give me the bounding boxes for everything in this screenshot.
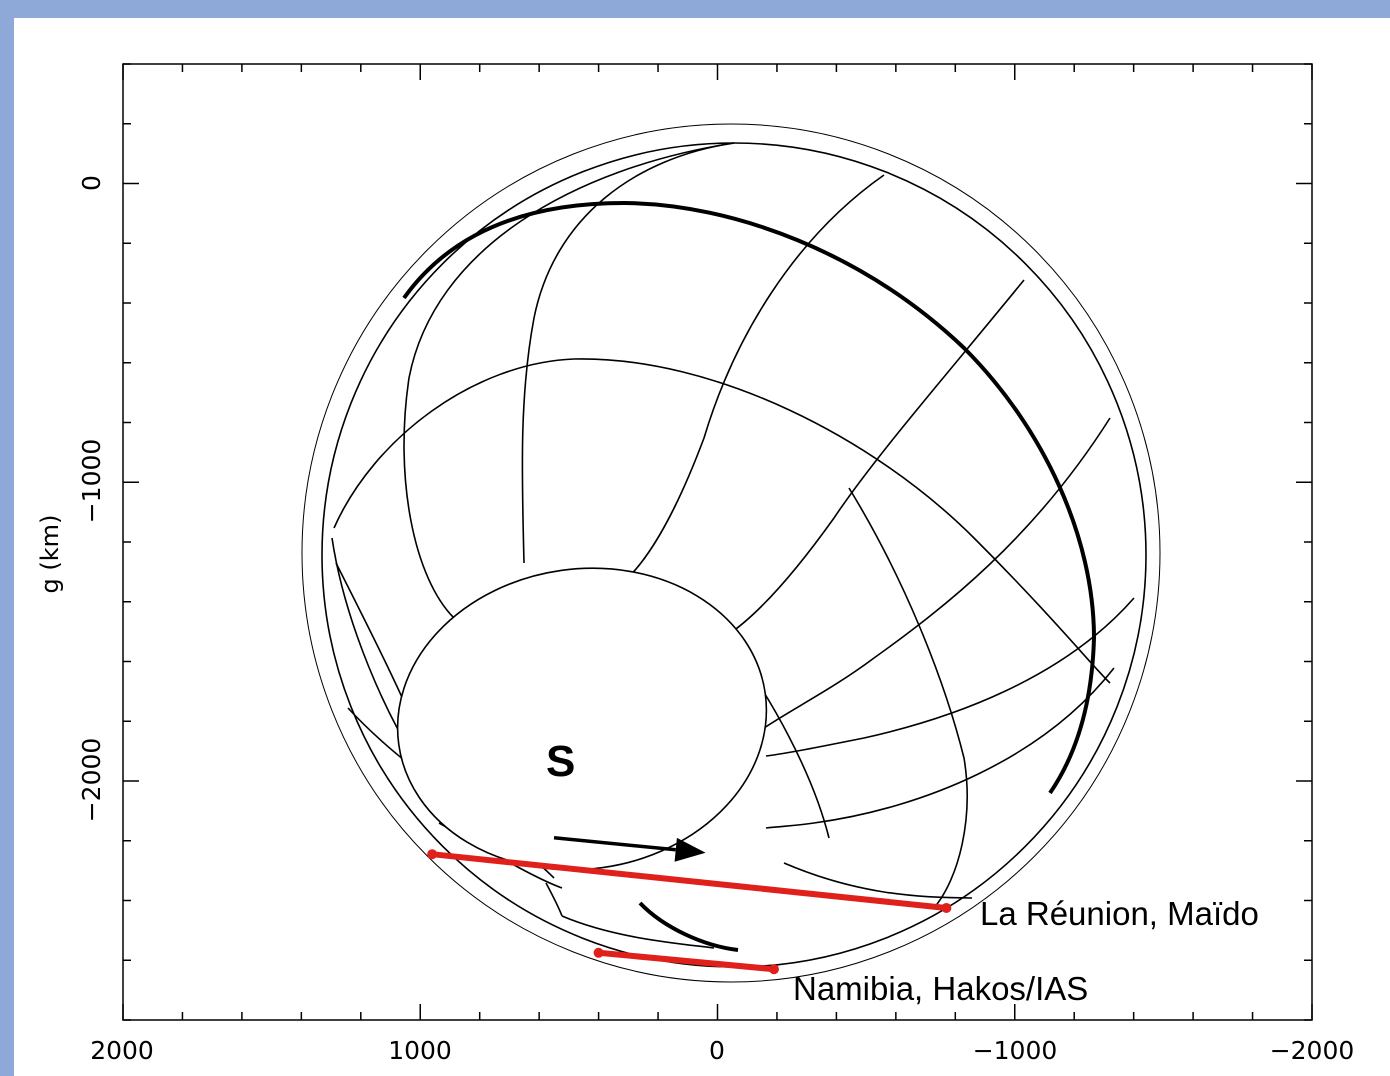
body-label: S bbox=[546, 737, 575, 786]
y-tick-label: −1000 bbox=[77, 439, 106, 524]
meridian-line bbox=[403, 142, 735, 619]
meridian-line bbox=[615, 174, 885, 589]
chord-endpoint bbox=[593, 947, 604, 958]
y-tick-labels: 0 −1000 −2000 bbox=[77, 175, 106, 822]
pole-arc bbox=[638, 901, 739, 952]
chord-endpoint bbox=[427, 849, 438, 860]
meridian-line bbox=[765, 597, 1135, 757]
x-tick-label: 0 bbox=[709, 1036, 725, 1065]
x-tick-label: −2000 bbox=[1270, 1036, 1355, 1065]
chord-endpoint bbox=[768, 964, 779, 975]
x-tick-labels: 2000 1000 0 −1000 −2000 bbox=[90, 1036, 1354, 1065]
axes-frame bbox=[122, 63, 1313, 1021]
chord-endpoint bbox=[941, 902, 952, 913]
chord-line bbox=[598, 949, 775, 973]
meridian-line bbox=[713, 279, 1025, 644]
figure-frame: 2000 1000 0 −1000 −2000 0 −1000 −2000 g … bbox=[14, 18, 1390, 1076]
outer-limb-circle bbox=[301, 123, 1161, 983]
globe bbox=[301, 123, 1161, 983]
chord-line bbox=[431, 851, 947, 911]
y-axis-label: g (km) bbox=[36, 515, 64, 594]
chords bbox=[427, 849, 952, 975]
polar-cap bbox=[396, 567, 768, 871]
meridian-line bbox=[765, 667, 1115, 829]
arrow-head bbox=[674, 837, 706, 862]
meridian-line bbox=[561, 915, 715, 949]
chord-label-reunion: La Réunion, Maïdo bbox=[980, 895, 1259, 932]
y-tick-label: −2000 bbox=[77, 738, 106, 823]
x-tick-label: 2000 bbox=[90, 1036, 154, 1065]
meridian-line bbox=[848, 487, 968, 909]
x-tick-label: 1000 bbox=[388, 1036, 452, 1065]
meridian-line bbox=[521, 142, 735, 564]
parallel-line bbox=[333, 358, 1111, 684]
y-tick-label: 0 bbox=[77, 175, 106, 191]
chord-1 bbox=[593, 947, 779, 975]
inner-limb-circle bbox=[321, 142, 1147, 968]
arrow-shaft bbox=[553, 836, 676, 852]
axis-ticks bbox=[122, 63, 1313, 1021]
motion-arrow bbox=[553, 836, 706, 862]
meridian-line bbox=[545, 882, 563, 917]
x-tick-label: −1000 bbox=[973, 1036, 1058, 1065]
chord-0 bbox=[427, 849, 952, 913]
terminator-arc bbox=[402, 200, 1097, 795]
meridian-line bbox=[783, 862, 973, 899]
meridian-line bbox=[763, 417, 1111, 729]
chart-plot: 2000 1000 0 −1000 −2000 0 −1000 −2000 g … bbox=[36, 63, 1354, 1065]
chord-label-namibia: Namibia, Hakos/IAS bbox=[793, 970, 1088, 1007]
